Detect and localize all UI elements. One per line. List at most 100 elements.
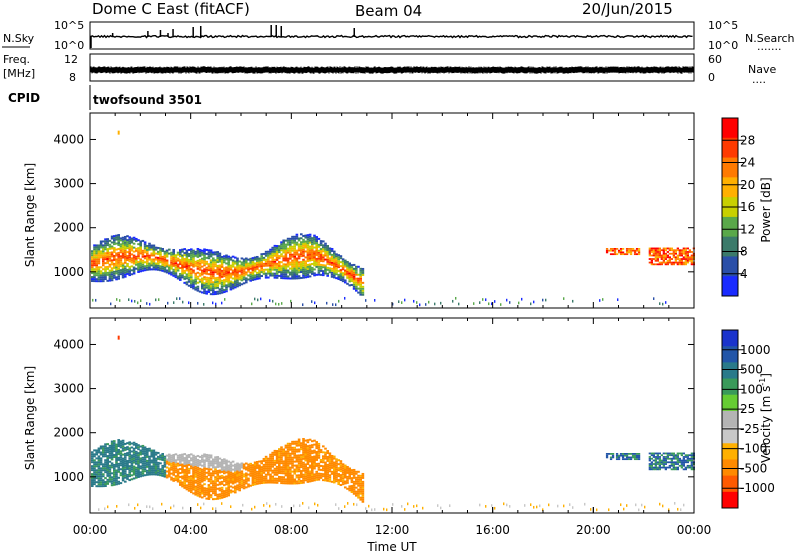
late-echo-cell xyxy=(649,262,651,264)
late-echo-cell xyxy=(677,467,679,469)
late-echo-cell xyxy=(677,453,679,455)
x-tick-label: 00:00 xyxy=(73,523,108,537)
echo-cell xyxy=(353,264,356,266)
echo-cell xyxy=(315,242,318,244)
late-echo-cell xyxy=(667,461,669,463)
near-range-echo xyxy=(413,505,414,508)
echo-cell xyxy=(98,258,101,260)
near-range-echo xyxy=(590,508,591,511)
late-echo-cell xyxy=(669,458,671,460)
late-echo-cell xyxy=(655,248,657,250)
late-echo-cell xyxy=(661,255,663,257)
echo-cell xyxy=(106,459,109,461)
near-range-echo xyxy=(110,303,111,306)
echo-cell xyxy=(318,262,321,264)
echo-cell xyxy=(293,473,296,475)
near-range-echo xyxy=(425,303,426,306)
echo-cell xyxy=(320,449,323,451)
near-range-echo xyxy=(215,507,216,510)
late-echo-cell xyxy=(653,454,655,456)
late-echo-cell xyxy=(608,250,610,252)
late-echo-cell xyxy=(649,465,651,467)
echo-cell xyxy=(93,455,96,457)
late-echo-cell xyxy=(671,453,673,455)
near-range-echo xyxy=(617,298,618,301)
late-echo-cell xyxy=(687,256,689,258)
late-echo-cell xyxy=(665,253,667,255)
near-range-echo xyxy=(485,505,486,508)
late-echo-cell xyxy=(663,456,665,458)
late-echo-cell xyxy=(655,249,657,251)
echo-cell xyxy=(318,479,321,481)
near-range-echo xyxy=(530,503,531,506)
late-echo-cell xyxy=(685,454,687,456)
near-range-echo xyxy=(98,508,99,511)
echo-cell xyxy=(214,468,217,470)
late-echo-cell xyxy=(691,463,693,465)
echo-cell xyxy=(362,268,365,270)
near-range-echo xyxy=(344,505,345,508)
late-echo-cell xyxy=(691,458,693,460)
echo-cell xyxy=(104,276,107,278)
echo-cell xyxy=(113,440,116,442)
echo-cell xyxy=(318,445,321,447)
late-echo-cell xyxy=(673,463,675,465)
freq-tick-top: 12 xyxy=(64,53,78,66)
late-echo-cell xyxy=(626,253,628,255)
late-echo-cell xyxy=(655,255,657,257)
late-echo-cell xyxy=(663,249,665,251)
echo-cell xyxy=(234,491,237,493)
late-echo-cell xyxy=(681,258,683,260)
echo-cell xyxy=(153,251,156,253)
near-range-echo xyxy=(452,300,453,303)
late-echo-cell xyxy=(681,249,683,251)
echo-cell xyxy=(100,457,103,459)
velocity-data xyxy=(91,336,695,512)
echo-cell xyxy=(320,242,323,244)
late-echo-cell xyxy=(677,255,679,257)
echo-cell xyxy=(296,242,299,244)
echo-cell xyxy=(100,266,103,268)
near-range-echo xyxy=(392,503,393,506)
echo-cell xyxy=(315,240,318,242)
late-echo-cell xyxy=(675,262,677,264)
echo-cell xyxy=(102,280,105,282)
late-echo-cell xyxy=(669,467,671,469)
near-range-echo xyxy=(275,503,276,506)
late-echo-cell xyxy=(655,458,657,460)
late-echo-cell xyxy=(691,465,693,467)
echo-cell xyxy=(100,242,103,244)
echo-cell xyxy=(100,471,103,473)
late-echo-cell xyxy=(677,468,679,470)
near-range-echo xyxy=(365,299,366,302)
late-echo-cell xyxy=(657,253,659,255)
near-range-echo xyxy=(485,298,486,301)
freq-label-line1: Freq. xyxy=(3,53,30,66)
late-echo-cell xyxy=(634,455,636,457)
echo-cell xyxy=(104,270,107,272)
echo-cell xyxy=(276,273,279,275)
near-range-echo xyxy=(533,301,534,304)
echo-cell xyxy=(320,477,323,479)
late-echo-cell xyxy=(665,461,667,463)
echo-cell xyxy=(333,251,336,253)
echo-cell xyxy=(172,249,175,251)
late-echo-cell xyxy=(667,263,669,265)
late-echo-cell xyxy=(685,256,687,258)
echo-cell xyxy=(362,497,365,499)
echo-cell xyxy=(203,483,206,485)
late-echo-cell xyxy=(673,467,675,469)
echo-cell xyxy=(278,251,281,253)
near-range-echo xyxy=(266,502,267,505)
nsearch-tick-bottom: 10^0 xyxy=(708,39,738,52)
near-range-echo xyxy=(302,502,303,505)
late-echo-cell xyxy=(681,263,683,265)
near-range-echo xyxy=(137,503,138,506)
late-echo-cell xyxy=(689,260,691,262)
late-echo-cell xyxy=(659,262,661,264)
near-range-echo xyxy=(221,502,222,505)
cpid-label: CPID xyxy=(8,91,40,105)
colorbar-tick-label: 4 xyxy=(740,267,748,281)
late-echo-cell xyxy=(665,458,667,460)
